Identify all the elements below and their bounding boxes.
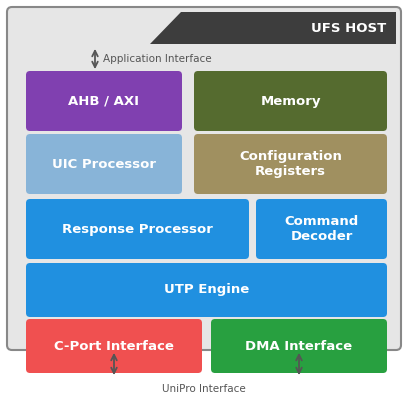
FancyBboxPatch shape <box>26 199 249 259</box>
FancyBboxPatch shape <box>211 319 387 373</box>
FancyBboxPatch shape <box>7 7 401 350</box>
FancyBboxPatch shape <box>26 71 182 131</box>
Text: Response Processor: Response Processor <box>62 222 213 236</box>
FancyBboxPatch shape <box>194 71 387 131</box>
FancyBboxPatch shape <box>26 263 387 317</box>
Text: DMA Interface: DMA Interface <box>246 340 353 352</box>
Polygon shape <box>150 12 396 44</box>
Text: AHB / AXI: AHB / AXI <box>69 94 140 108</box>
Text: UTP Engine: UTP Engine <box>164 284 249 296</box>
FancyBboxPatch shape <box>26 319 202 373</box>
Text: Command
Decoder: Command Decoder <box>284 215 359 243</box>
Text: Memory: Memory <box>260 94 321 108</box>
Text: UFS HOST: UFS HOST <box>311 22 386 34</box>
FancyBboxPatch shape <box>194 134 387 194</box>
Text: UIC Processor: UIC Processor <box>52 158 156 170</box>
FancyBboxPatch shape <box>26 134 182 194</box>
FancyBboxPatch shape <box>256 199 387 259</box>
Text: C-Port Interface: C-Port Interface <box>54 340 174 352</box>
Text: Application Interface: Application Interface <box>103 54 212 64</box>
Text: Configuration
Registers: Configuration Registers <box>239 150 342 178</box>
Text: UniPro Interface: UniPro Interface <box>162 384 246 394</box>
